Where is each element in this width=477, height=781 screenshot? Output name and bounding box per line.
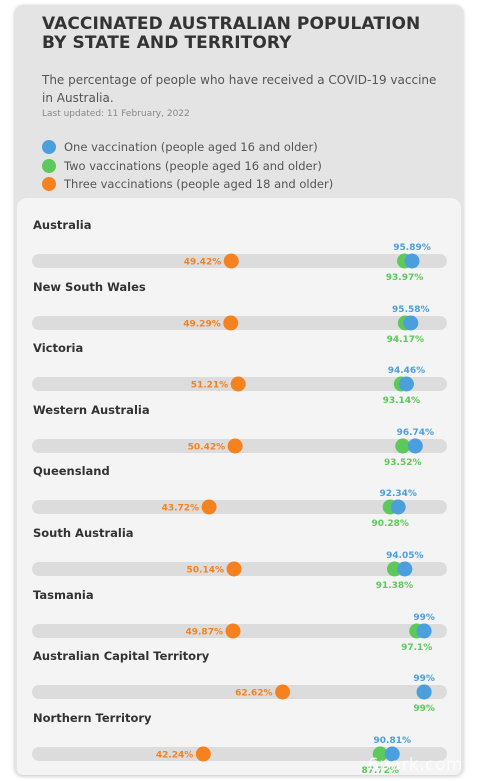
- chart-title: VACCINATED AUSTRALIAN POPULATION BY STAT…: [42, 14, 421, 53]
- dot-three-vaccinations: [195, 746, 211, 762]
- legend-label-two: Two vaccinations (people aged 16 and old…: [64, 158, 322, 173]
- dot-three-vaccinations: [275, 684, 291, 700]
- chart-rows: Australia 49.42% 95.89% 93.97% New South Wal…: [17, 198, 461, 775]
- row-label: Queensland: [33, 464, 110, 478]
- label-two-vaccinations: 91.38%: [376, 581, 414, 591]
- label-one-vaccination: 96.74%: [397, 428, 435, 438]
- chart-row: Australian Capital Territory 62.62% 99% 99%: [32, 649, 447, 714]
- label-two-vaccinations: 93.14%: [383, 396, 421, 406]
- row-track: [32, 685, 447, 700]
- last-updated: Last updated: 11 February, 2022: [42, 109, 190, 119]
- dot-three-vaccinations: [230, 376, 246, 392]
- label-three-vaccinations: 62.62%: [235, 689, 273, 699]
- label-two-vaccinations: 94.17%: [387, 335, 425, 345]
- chart-subtitle: The percentage of people who have receiv…: [42, 73, 437, 105]
- dot-three-vaccinations: [223, 253, 239, 269]
- chart-row: New South Wales 49.29% 95.58% 94.17%: [32, 280, 447, 345]
- label-three-vaccinations: 43.72%: [162, 504, 200, 514]
- legend-label-one: One vaccination (people aged 16 and olde…: [64, 140, 318, 155]
- chart-row: Victoria 51.21% 94.46% 93.14%: [32, 341, 447, 406]
- dot-one-vaccination: [384, 746, 400, 762]
- dot-two-vaccinations: [395, 438, 411, 454]
- chart-row: Queensland 43.72% 92.34% 90.28%: [32, 464, 447, 529]
- dot-three-vaccinations: [227, 438, 243, 454]
- dot-one-vaccination: [404, 253, 420, 269]
- label-three-vaccinations: 50.14%: [187, 566, 225, 576]
- legend: One vaccination (people aged 16 and olde…: [42, 138, 333, 194]
- legend-item-two: Two vaccinations (people aged 16 and old…: [42, 157, 333, 176]
- row-label: Northern Territory: [33, 711, 152, 725]
- row-track: [32, 746, 447, 761]
- label-three-vaccinations: 49.87%: [185, 627, 223, 637]
- dot-one-vaccination: [398, 376, 414, 392]
- label-one-vaccination: 94.46%: [388, 366, 426, 376]
- row-label: Victoria: [33, 341, 83, 355]
- watermark: 6park.com: [367, 755, 463, 775]
- legend-dot-three: [42, 177, 56, 192]
- chart-card: VACCINATED AUSTRALIAN POPULATION BY STAT…: [15, 5, 463, 775]
- dot-two-vaccinations: [372, 746, 388, 762]
- label-three-vaccinations: 49.29%: [183, 319, 221, 329]
- legend-dot-two: [42, 158, 56, 173]
- row-track: [32, 254, 447, 268]
- legend-item-one: One vaccination (people aged 16 and olde…: [42, 138, 333, 157]
- dot-one-vaccination: [416, 684, 432, 700]
- row-label: Western Australia: [33, 403, 150, 417]
- legend-label-three: Three vaccinations (people aged 18 and o…: [64, 177, 334, 192]
- dot-one-vaccination: [416, 623, 432, 639]
- label-two-vaccinations: 87.72%: [361, 766, 399, 775]
- dot-three-vaccinations: [201, 499, 217, 515]
- label-one-vaccination: 99%: [413, 674, 435, 684]
- dot-one-vaccination: [403, 315, 419, 331]
- row-track: [32, 315, 447, 330]
- label-three-vaccinations: 51.21%: [191, 381, 229, 391]
- chart-row: Tasmania 49.87% 99% 97.1%: [32, 588, 447, 653]
- dot-three-vaccinations: [223, 315, 239, 331]
- label-one-vaccination: 90.81%: [374, 736, 412, 746]
- dot-one-vaccination: [397, 561, 413, 577]
- label-two-vaccinations: 93.97%: [386, 273, 424, 283]
- label-one-vaccination: 99%: [413, 613, 435, 623]
- chart-panel: Australia 49.42% 95.89% 93.97% New South Wal…: [17, 198, 461, 775]
- label-two-vaccinations: 90.28%: [371, 519, 409, 529]
- chart-row: Australia 49.42% 95.89% 93.97%: [32, 218, 447, 283]
- dot-two-vaccinations: [386, 561, 402, 577]
- label-three-vaccinations: 50.42%: [188, 442, 226, 452]
- dot-three-vaccinations: [226, 561, 242, 577]
- legend-dot-one: [42, 140, 56, 155]
- chart-row: Western Australia 50.42% 96.74% 93.52%: [32, 403, 447, 468]
- label-one-vaccination: 92.34%: [379, 489, 417, 499]
- chart-row: Northern Territory 42.24% 90.81% 87.72%: [32, 711, 447, 775]
- chart-row: South Australia 50.14% 94.05% 91.38%: [32, 526, 447, 591]
- row-label: Australia: [33, 218, 92, 232]
- dot-one-vaccination: [390, 499, 406, 515]
- label-one-vaccination: 94.05%: [386, 551, 424, 561]
- legend-item-three: Three vaccinations (people aged 18 and o…: [42, 175, 333, 194]
- label-two-vaccinations: 93.52%: [384, 458, 422, 468]
- dot-three-vaccinations: [225, 623, 241, 639]
- label-two-vaccinations: 97.1%: [401, 643, 432, 653]
- label-three-vaccinations: 42.24%: [156, 750, 194, 760]
- label-one-vaccination: 95.58%: [392, 305, 430, 315]
- row-track: [32, 500, 447, 515]
- label-one-vaccination: 95.89%: [393, 243, 431, 253]
- dot-one-vaccination: [407, 438, 423, 454]
- row-label: South Australia: [33, 526, 134, 540]
- label-three-vaccinations: 49.42%: [184, 258, 222, 268]
- row-label: Australian Capital Territory: [33, 649, 210, 663]
- row-label: New South Wales: [33, 280, 146, 294]
- label-two-vaccinations: 99%: [413, 704, 435, 714]
- row-label: Tasmania: [33, 588, 94, 602]
